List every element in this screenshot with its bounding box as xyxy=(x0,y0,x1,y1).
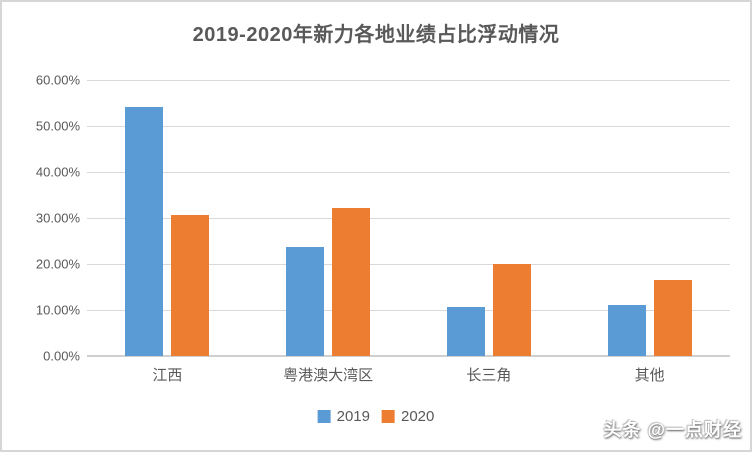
gridline xyxy=(87,80,730,81)
bar-2020-greater-bay-area xyxy=(332,207,371,356)
y-axis-tick-label: 60.00% xyxy=(35,72,80,88)
y-axis-tick-label: 10.00% xyxy=(35,302,80,318)
x-axis-label-jiangxi: 江西 xyxy=(152,367,183,384)
y-axis-tick-label: 30.00% xyxy=(35,210,80,226)
x-axis-label-other: 其他 xyxy=(634,367,665,384)
y-axis-tick-label: 20.00% xyxy=(35,256,80,272)
bar-2019-other xyxy=(607,304,646,356)
gridline xyxy=(87,264,730,265)
gridline xyxy=(87,126,730,127)
gridline xyxy=(87,218,730,219)
y-axis-tick-label: 0.00% xyxy=(43,348,80,364)
legend-swatch-2020 xyxy=(382,410,395,423)
gridline xyxy=(87,310,730,311)
legend-label-2020: 2020 xyxy=(401,408,435,425)
x-axis-label-greater-bay-area: 粤港澳大湾区 xyxy=(283,367,374,384)
legend-item-2019: 2019 xyxy=(317,408,370,425)
bar-2019-yangtze-river-delta xyxy=(446,306,485,356)
bar-2020-yangtze-river-delta xyxy=(492,264,531,356)
x-axis-label-yangtze-river-delta: 长三角 xyxy=(466,367,512,384)
watermark: 头条 @一点财经 xyxy=(603,420,742,440)
bar-2019-jiangxi xyxy=(125,107,164,356)
bar-2019-greater-bay-area xyxy=(286,246,325,356)
legend-swatch-2019 xyxy=(317,410,331,423)
bar-2020-other xyxy=(653,280,692,356)
legend-item-2020: 2020 xyxy=(382,408,434,425)
x-axis-line xyxy=(87,355,730,357)
bar-2020-jiangxi xyxy=(171,215,210,356)
gridline xyxy=(87,172,730,173)
y-axis-tick-label: 50.00% xyxy=(35,118,80,134)
legend: 2019 2020 xyxy=(317,408,434,425)
legend-label-2019: 2019 xyxy=(336,408,370,425)
chart-title: 2019-2020年新力各地业绩占比浮动情况 xyxy=(192,24,560,46)
y-axis-tick-label: 40.00% xyxy=(35,164,80,180)
